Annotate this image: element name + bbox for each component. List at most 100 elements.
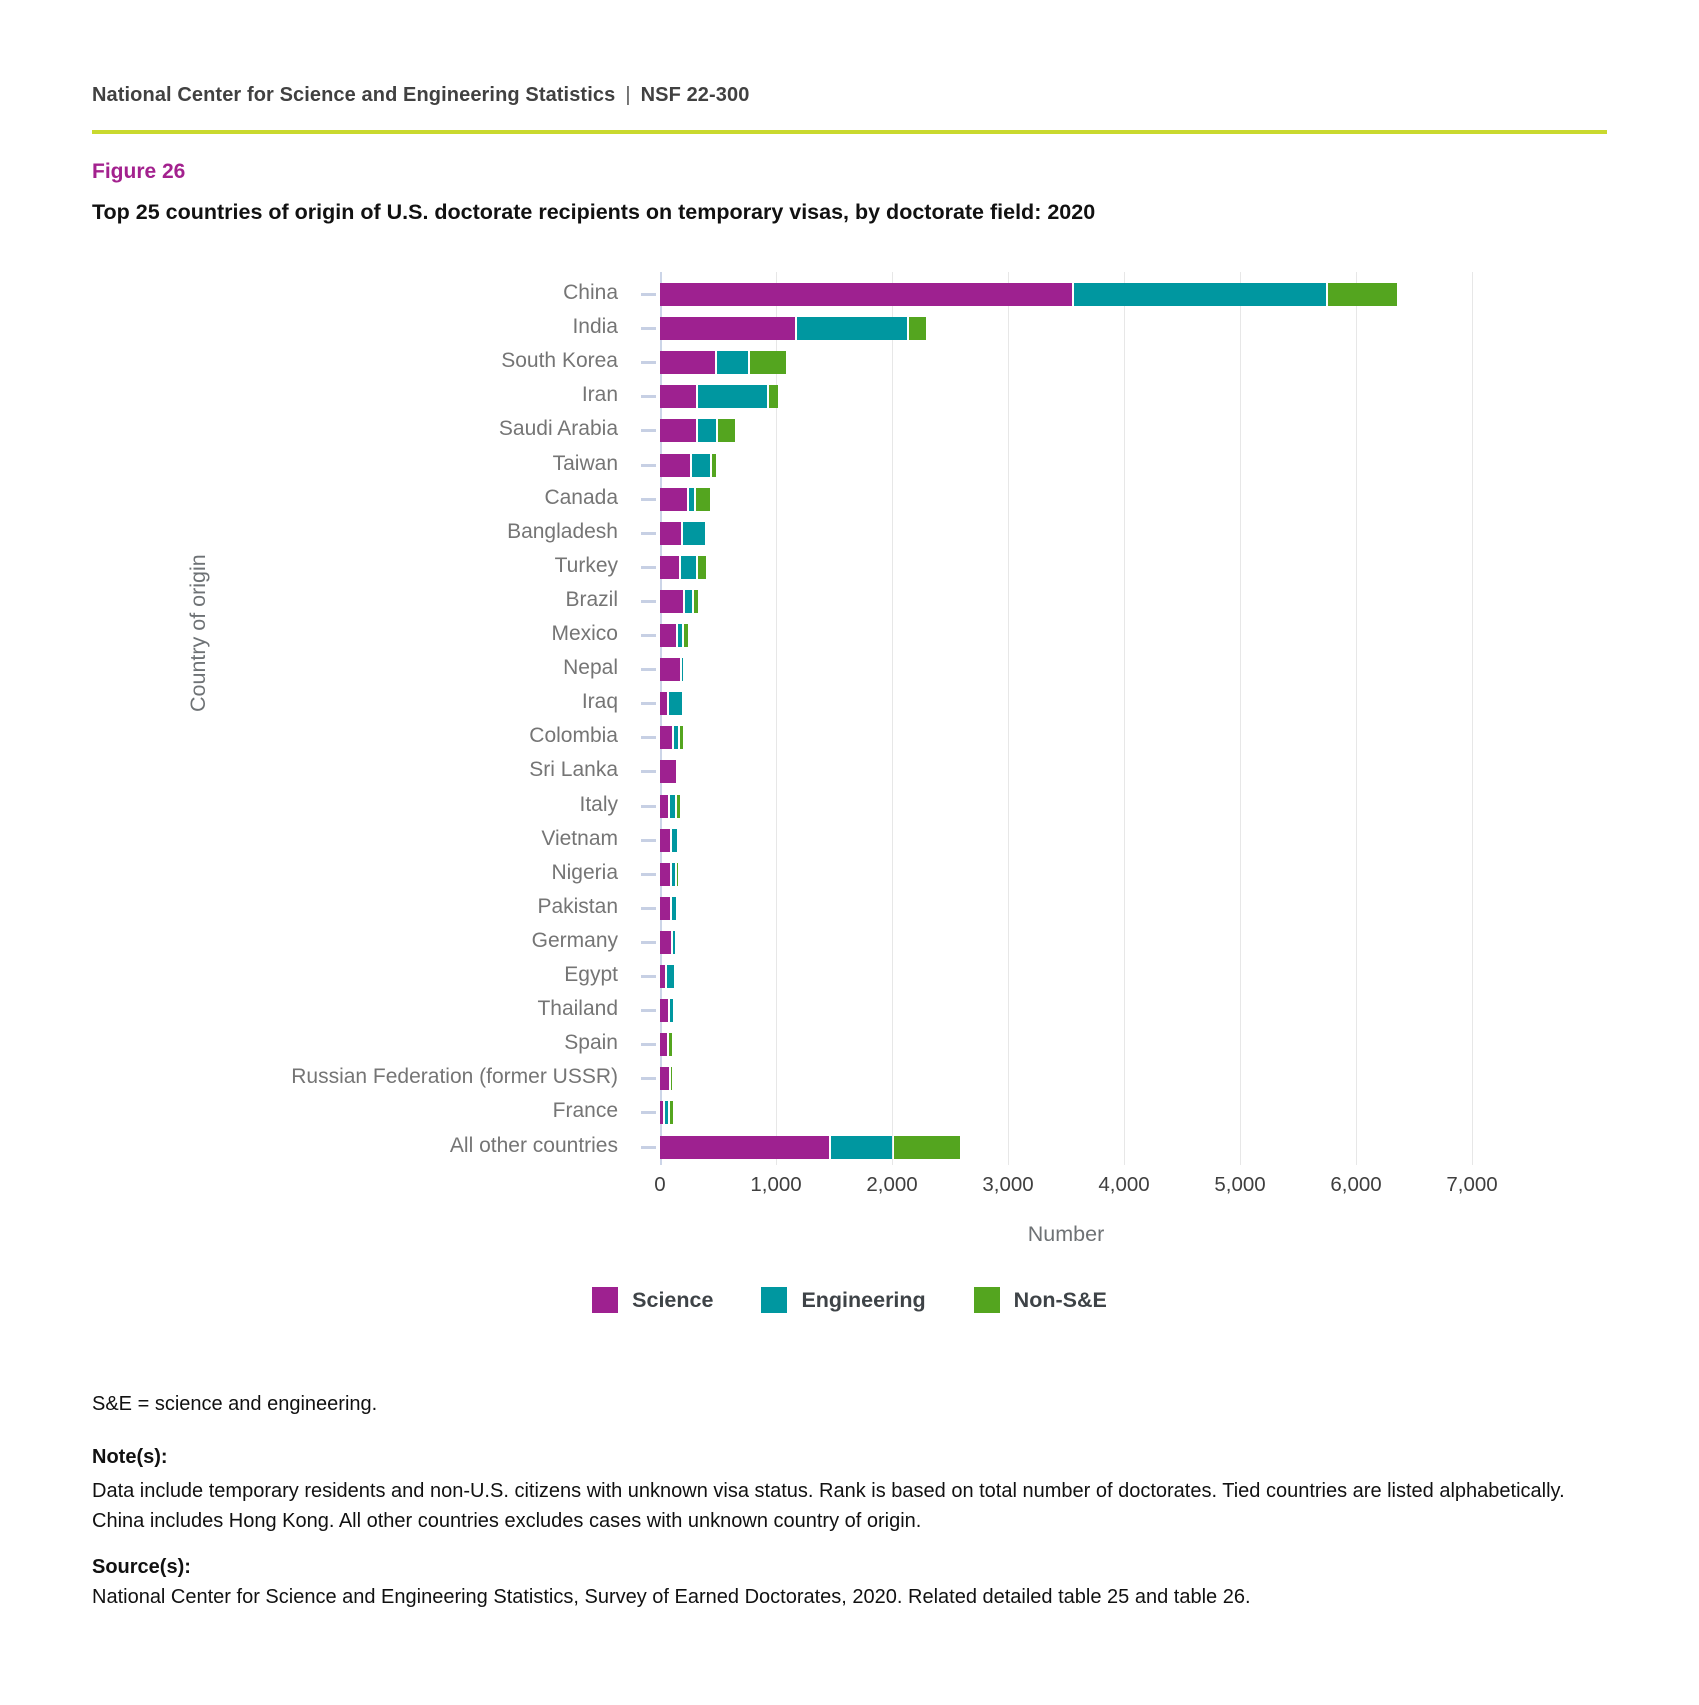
bar-segment-non-s-e[interactable] [693, 589, 698, 613]
gridline [892, 272, 893, 1165]
bar-segment-engineering[interactable] [682, 521, 706, 545]
legend-item-engineering[interactable]: Engineering [761, 1287, 926, 1313]
stacked-bar [660, 896, 676, 920]
bar-segment-science[interactable] [660, 521, 681, 545]
bar-segment-engineering[interactable] [797, 317, 908, 341]
bar-segment-science[interactable] [660, 1067, 669, 1091]
bar-segment-science[interactable] [660, 896, 670, 920]
bar-segment-engineering[interactable] [672, 862, 675, 886]
y-tick-mark [641, 634, 656, 637]
bar-segment-non-s-e[interactable] [749, 351, 787, 375]
stacked-bar [660, 862, 679, 886]
bar-segment-engineering[interactable] [1073, 283, 1326, 306]
bar-segment-science[interactable] [660, 862, 671, 886]
bar-segment-science[interactable] [660, 624, 677, 647]
bar-segment-non-s-e[interactable] [698, 555, 707, 579]
stacked-bar [660, 828, 678, 852]
category-label: Spain [564, 1031, 618, 1055]
x-tick-label: 7,000 [1446, 1173, 1498, 1196]
legend-item-science[interactable]: Science [592, 1287, 713, 1313]
bar-segment-science[interactable] [660, 965, 666, 988]
bar-segment-science[interactable] [660, 351, 716, 375]
bar-segment-science[interactable] [660, 794, 668, 818]
bar-row: Nepal [0, 653, 1699, 687]
bar-segment-science[interactable] [660, 317, 796, 341]
bar-segment-engineering[interactable] [670, 999, 673, 1023]
bar-segment-non-s-e[interactable] [676, 794, 680, 818]
report-header: National Center for Science and Engineer… [92, 84, 749, 107]
bar-segment-science[interactable] [660, 726, 673, 750]
bar-segment-science[interactable] [660, 1033, 667, 1057]
bar-segment-non-s-e[interactable] [669, 1101, 674, 1125]
y-tick-mark [641, 361, 656, 365]
bar-segment-non-s-e[interactable] [768, 385, 778, 409]
gridline [1356, 272, 1357, 1165]
bar-segment-science[interactable] [660, 658, 680, 682]
bar-segment-non-s-e[interactable] [909, 317, 926, 341]
bar-segment-non-s-e[interactable] [712, 453, 717, 477]
gridline [1240, 272, 1241, 1165]
abbreviation-note: S&E = science and engineering. [92, 1393, 378, 1415]
bar-segment-science[interactable] [660, 1101, 664, 1125]
y-tick-mark [641, 1145, 656, 1149]
bar-segment-engineering[interactable] [831, 1135, 893, 1159]
bar-segment-engineering[interactable] [697, 419, 716, 443]
y-tick-mark [641, 736, 656, 740]
bar-segment-engineering[interactable] [717, 351, 748, 375]
bar-segment-non-s-e[interactable] [680, 726, 684, 750]
bar-segment-non-s-e[interactable] [894, 1135, 961, 1159]
bar-segment-science[interactable] [660, 419, 696, 443]
bar-segment-science[interactable] [660, 760, 677, 784]
bar-segment-engineering[interactable] [673, 930, 675, 954]
category-label: Egypt [564, 963, 618, 986]
bar-segment-science[interactable] [660, 487, 687, 511]
category-label: Mexico [551, 622, 618, 645]
bar-row: Russian Federation (former USSR) [0, 1062, 1699, 1096]
bar-segment-non-s-e[interactable] [717, 419, 735, 443]
category-label: France [552, 1099, 618, 1123]
bar-segment-engineering[interactable] [697, 385, 767, 409]
bar-segment-non-s-e[interactable] [668, 1033, 673, 1057]
bar-segment-engineering[interactable] [665, 1101, 668, 1125]
gridline [776, 272, 777, 1165]
bar-segment-science[interactable] [660, 692, 667, 716]
bar-segment-engineering[interactable] [667, 965, 674, 988]
legend-item-non-s-e[interactable]: Non-S&E [973, 1287, 1107, 1313]
bar-segment-science[interactable] [660, 555, 679, 579]
bar-segment-science[interactable] [660, 828, 670, 852]
bar-segment-engineering[interactable] [680, 555, 697, 579]
bar-segment-engineering[interactable] [674, 726, 679, 750]
bar-segment-engineering[interactable] [671, 896, 676, 920]
bar-segment-science[interactable] [660, 1135, 830, 1159]
bar-segment-engineering[interactable] [668, 692, 683, 716]
bar-segment-non-s-e[interactable] [670, 1067, 673, 1091]
bar-segment-engineering[interactable] [688, 487, 694, 511]
bar-segment-non-s-e[interactable] [1327, 283, 1398, 306]
bar-row: Iraq [0, 687, 1699, 721]
figure-label: Figure 26 [92, 160, 186, 183]
y-tick-mark [641, 838, 656, 842]
bar-segment-engineering[interactable] [669, 794, 675, 818]
bar-segment-engineering[interactable] [678, 624, 683, 647]
bar-segment-science[interactable] [660, 385, 696, 409]
y-axis-line [660, 272, 662, 1165]
bar-row: All other countries [0, 1131, 1699, 1165]
bar-segment-engineering[interactable] [681, 658, 684, 682]
x-tick-label: 1,000 [750, 1173, 802, 1196]
bar-segment-engineering[interactable] [685, 589, 692, 613]
bar-segment-non-s-e[interactable] [695, 487, 710, 511]
category-label: Russian Federation (former USSR) [291, 1065, 618, 1089]
bar-segment-science[interactable] [660, 930, 672, 954]
bar-segment-science[interactable] [660, 589, 684, 613]
bar-segment-non-s-e[interactable] [676, 862, 679, 886]
bar-row: Germany [0, 926, 1699, 960]
bar-segment-science[interactable] [660, 283, 1072, 306]
category-label: All other countries [449, 1133, 618, 1157]
y-tick-mark [641, 1111, 656, 1115]
bar-segment-engineering[interactable] [671, 828, 678, 852]
bar-segment-science[interactable] [660, 453, 691, 477]
bar-segment-non-s-e[interactable] [684, 624, 688, 647]
bar-segment-science[interactable] [660, 999, 669, 1023]
category-label: Nepal [563, 656, 618, 680]
bar-segment-engineering[interactable] [692, 453, 711, 477]
